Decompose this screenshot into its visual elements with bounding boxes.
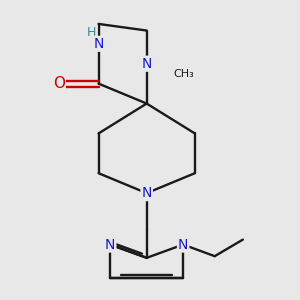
Text: H: H xyxy=(87,26,97,39)
Text: CH₃: CH₃ xyxy=(173,69,194,79)
Text: N: N xyxy=(142,186,152,200)
Text: N: N xyxy=(105,238,116,252)
Text: N: N xyxy=(93,37,104,51)
Text: N: N xyxy=(178,238,188,252)
Text: N: N xyxy=(142,57,152,71)
Text: O: O xyxy=(53,76,65,91)
